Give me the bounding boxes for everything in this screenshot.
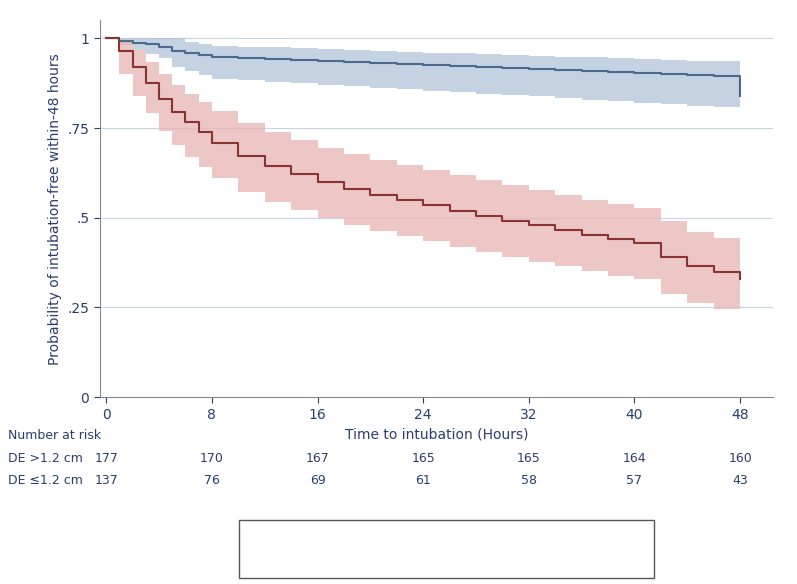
Text: 76: 76 xyxy=(204,474,220,486)
X-axis label: Time to intubation (Hours): Time to intubation (Hours) xyxy=(344,427,528,441)
Text: 57: 57 xyxy=(626,474,642,486)
Text: Number at risk: Number at risk xyxy=(8,429,101,442)
Text: 43: 43 xyxy=(732,474,748,486)
Text: 164: 164 xyxy=(622,452,646,465)
Text: 58: 58 xyxy=(520,474,537,486)
Text: 165: 165 xyxy=(517,452,540,465)
Text: 177: 177 xyxy=(94,452,118,465)
Text: DE >1.2 cm: DE >1.2 cm xyxy=(8,452,83,465)
Text: DE >1.2 cm: DE >1.2 cm xyxy=(333,547,408,559)
Text: 170: 170 xyxy=(200,452,224,465)
Y-axis label: Probability of intubation-free within-48 hours: Probability of intubation-free within-48… xyxy=(48,53,62,364)
Text: 69: 69 xyxy=(310,474,325,486)
Text: DE ≤1.2 cm: DE ≤1.2 cm xyxy=(508,547,583,559)
Text: 165: 165 xyxy=(411,452,435,465)
Text: 61: 61 xyxy=(415,474,431,486)
Text: 137: 137 xyxy=(94,474,118,486)
Text: 160: 160 xyxy=(728,452,752,465)
Text: 167: 167 xyxy=(305,452,329,465)
Text: DE ≤1.2 cm: DE ≤1.2 cm xyxy=(8,474,83,486)
